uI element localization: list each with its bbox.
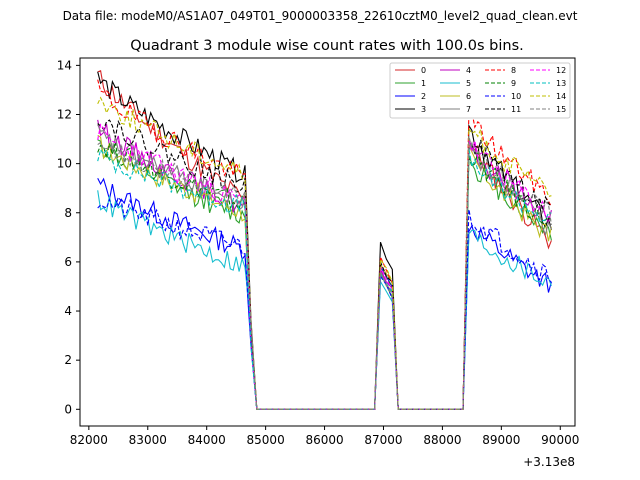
y-tick-label: 8 [64, 206, 72, 220]
legend-label-5: 5 [466, 79, 471, 88]
y-axis: 0 2 4 6 8 10 12 14 [57, 58, 80, 416]
x-tick-label: 87000 [364, 433, 402, 447]
legend-label-10: 10 [511, 92, 521, 101]
series-line-12 [97, 123, 552, 410]
series-line-1 [97, 139, 552, 410]
series-line-2 [97, 177, 552, 410]
legend-label-11: 11 [511, 105, 521, 114]
x-tick-label: 90000 [541, 433, 579, 447]
series-line-9 [97, 141, 552, 410]
series-line-15 [97, 135, 552, 410]
legend-label-1: 1 [421, 79, 426, 88]
y-tick-label: 0 [64, 402, 72, 416]
legend-label-14: 14 [556, 92, 566, 101]
legend-label-3: 3 [421, 105, 426, 114]
x-tick-label: 83000 [129, 433, 167, 447]
x-tick-label: 82000 [70, 433, 108, 447]
plot-area [97, 70, 552, 410]
x-tick-label: 85000 [247, 433, 285, 447]
series-line-6 [97, 134, 552, 410]
axes-frame [79, 57, 576, 427]
x-tick-label: 88000 [423, 433, 461, 447]
series-line-8 [97, 79, 552, 410]
series-line-13 [97, 148, 552, 410]
x-tick-label: 86000 [305, 433, 343, 447]
legend-label-0: 0 [421, 66, 426, 75]
series-line-5 [97, 190, 552, 410]
series-line-11 [97, 119, 552, 410]
legend-label-8: 8 [511, 66, 516, 75]
x-tick-label: 89000 [482, 433, 520, 447]
legend-label-6: 6 [466, 92, 471, 101]
chart-title: Quadrant 3 module wise count rates with … [130, 38, 524, 54]
y-tick-label: 6 [64, 255, 72, 269]
legend-label-12: 12 [556, 66, 566, 75]
series-line-10 [97, 196, 552, 410]
figure-suptitle: Data file: modeM0/AS1A07_049T01_90000033… [63, 9, 578, 23]
legend-label-7: 7 [466, 105, 471, 114]
x-tick-label: 84000 [188, 433, 226, 447]
x-axis: 82000 83000 84000 85000 86000 87000 88000 89000… [70, 426, 579, 447]
y-tick-label: 12 [57, 108, 72, 122]
y-tick-label: 2 [64, 353, 72, 367]
legend-label-4: 4 [466, 66, 471, 75]
y-tick-label: 4 [64, 304, 72, 318]
legend-label-2: 2 [421, 92, 426, 101]
legend-label-9: 9 [511, 79, 516, 88]
legend-label-13: 13 [556, 79, 566, 88]
y-tick-label: 14 [57, 58, 72, 72]
y-tick-label: 10 [57, 157, 72, 171]
legend-box [389, 62, 571, 119]
x-axis-offset-label: +3.13e8 [523, 455, 575, 469]
legend-label-15: 15 [556, 105, 566, 114]
